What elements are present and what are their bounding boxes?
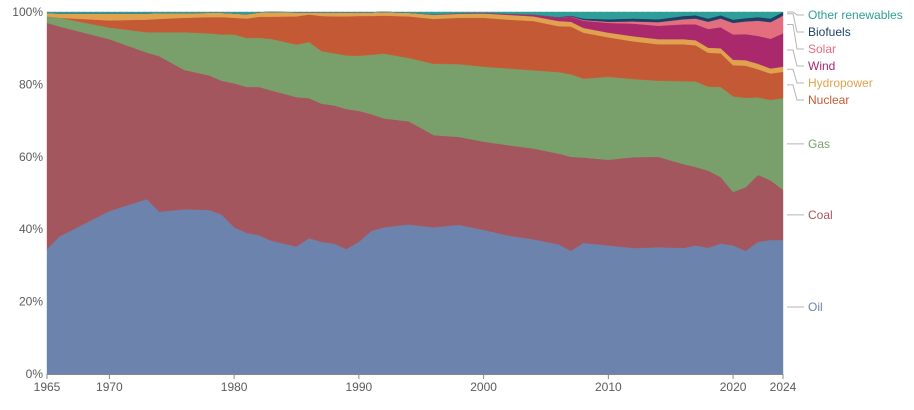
x-tick-label: 2000 [470,380,497,394]
series-labels: Oil Coal Gas Nuclear Hydropower Wind Solar Biof… [787,8,903,314]
leader-line-wind [787,49,804,67]
series-label-nuclear: Nuclear [808,93,849,107]
leader-line-other-renewables [787,11,804,16]
x-axis-ticks: 1965 1970 1980 1990 2000 2010 2020 2024 [34,374,797,394]
series-label-other-renewables: Other renewables [808,8,903,22]
series-label-gas: Gas [808,137,830,151]
series-label-wind: Wind [808,59,835,73]
y-tick-label: 0% [26,367,44,381]
y-tick-label: 80% [19,77,43,91]
x-tick-label: 2020 [720,380,747,394]
y-tick-label: 40% [19,222,43,236]
x-tick-label: 1980 [221,380,248,394]
x-tick-label: 2024 [770,380,797,394]
series-label-hydropower: Hydropower [808,76,873,90]
series-label-coal: Coal [808,208,833,222]
x-tick-label: 1970 [96,380,123,394]
area-other-renewables [46,11,784,20]
leader-line-hydropower [787,68,804,84]
leader-line-nuclear [787,84,804,101]
x-tick-label: 1965 [34,380,61,394]
series-label-oil: Oil [808,300,823,314]
y-tick-label: 60% [19,150,43,164]
series-areas [46,11,784,375]
y-tick-label: 100% [12,5,43,19]
y-axis-ticks: 0% 20% 40% 60% 80% 100% [12,5,43,381]
series-label-biofuels: Biofuels [808,25,851,39]
leader-line-biofuels [787,13,804,33]
series-label-solar: Solar [808,42,836,56]
leader-line-solar [787,24,804,50]
x-tick-label: 2010 [595,380,622,394]
y-tick-label: 20% [19,295,43,309]
x-tick-label: 1990 [346,380,373,394]
